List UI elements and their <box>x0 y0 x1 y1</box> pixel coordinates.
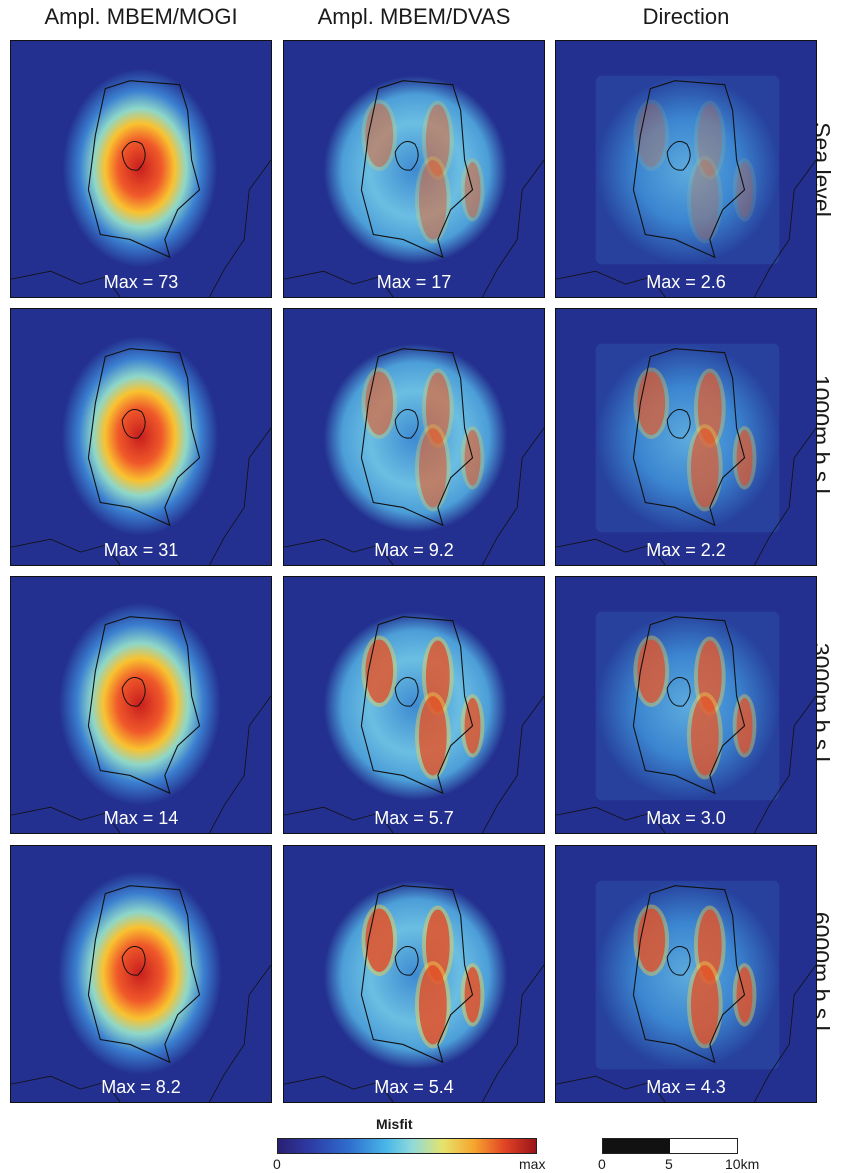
panel-map <box>284 880 544 1102</box>
panel-map <box>284 343 544 565</box>
max-label: Max = 9.2 <box>374 540 454 560</box>
panel-map <box>556 75 816 297</box>
panel-map <box>556 880 816 1102</box>
max-label: Max = 4.3 <box>646 1077 726 1097</box>
panel-map <box>284 75 544 297</box>
colorbar-max-label: max <box>519 1156 546 1172</box>
panel-map <box>11 336 271 565</box>
panel-mogi-1000m: Max = 31 <box>10 308 272 566</box>
column-title-dvas: Ampl. MBEM/DVAS <box>317 4 511 29</box>
panel-dvas-3000m: Max = 5.7 <box>283 576 545 834</box>
panel-map <box>556 343 816 565</box>
max-label: Max = 2.2 <box>646 540 726 560</box>
max-label: Max = 3.0 <box>646 808 726 828</box>
panel-direction-3000m: Max = 3.0 <box>555 576 817 834</box>
panel-dvas-sea-level: Max = 17 <box>283 40 545 298</box>
panel-map <box>11 871 271 1102</box>
max-label: Max = 5.7 <box>374 808 454 828</box>
panel-direction-1000m: Max = 2.2 <box>555 308 817 566</box>
panel-direction-sea-level: Max = 2.6 <box>555 40 817 298</box>
panel-map <box>556 611 816 833</box>
max-label: Max = 2.6 <box>646 272 726 292</box>
max-label: Max = 5.4 <box>374 1077 454 1097</box>
max-label: Max = 14 <box>103 808 179 828</box>
panel-mogi-3000m: Max = 14 <box>10 576 272 834</box>
scalebar-label-5: 5 <box>665 1156 673 1172</box>
panel-dvas-1000m: Max = 9.2 <box>283 308 545 566</box>
panel-mogi-sea-level: Max = 73 <box>10 40 272 298</box>
colorbar-title: Misfit <box>376 1116 413 1132</box>
max-label: Max = 8.2 <box>101 1077 181 1097</box>
distance-scalebar <box>602 1138 738 1154</box>
panel-direction-6000m: Max = 4.3 <box>555 845 817 1103</box>
colorbar-min-label: 0 <box>273 1156 281 1172</box>
scalebar-label-10km: 10km <box>725 1156 760 1172</box>
max-label: Max = 17 <box>376 272 452 292</box>
panel-map <box>284 611 544 833</box>
max-label: Max = 73 <box>103 272 179 292</box>
column-title-mogi: Ampl. MBEM/MOGI <box>44 4 238 29</box>
panel-map <box>11 602 271 833</box>
panel-map <box>11 68 271 297</box>
scalebar-label-0: 0 <box>598 1156 606 1172</box>
column-title-direction: Direction <box>642 4 730 29</box>
misfit-colorbar <box>277 1138 537 1154</box>
panel-dvas-6000m: Max = 5.4 <box>283 845 545 1103</box>
panel-mogi-6000m: Max = 8.2 <box>10 845 272 1103</box>
max-label: Max = 31 <box>103 540 179 560</box>
